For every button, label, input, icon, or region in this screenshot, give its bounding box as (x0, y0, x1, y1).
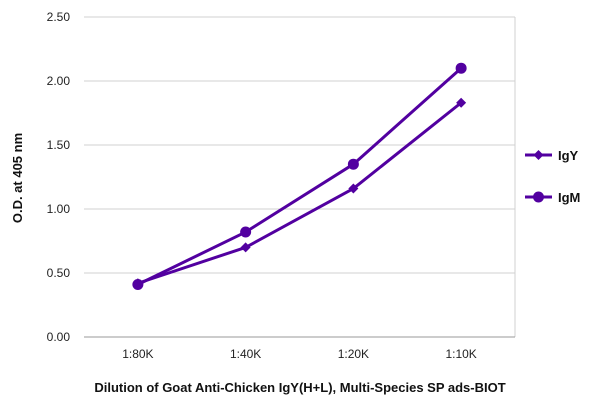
y-tick-label: 2.50 (47, 10, 71, 24)
x-tick-label: 1:10K (445, 347, 476, 361)
x-tick-label: 1:40K (230, 347, 261, 361)
legend-label-igm: IgM (558, 190, 580, 205)
y-tick-labels: 0.00 0.50 1.00 1.50 2.00 2.50 (47, 10, 71, 344)
series-line-igy (137, 101, 463, 285)
legend: IgY IgM (525, 148, 580, 205)
y-axis-title: O.D. at 405 nm (10, 133, 25, 223)
data-point-igy (240, 242, 251, 253)
data-point-igm (132, 279, 144, 291)
legend-item-igm: IgM (525, 190, 580, 205)
data-point-igy (348, 183, 359, 194)
data-point-igy (456, 97, 467, 108)
y-tick-label: 1.00 (47, 202, 71, 216)
x-tick-labels: 1:80K 1:40K 1:20K 1:10K (122, 347, 477, 361)
series-igy (132, 97, 467, 289)
x-axis-title: Dilution of Goat Anti-Chicken IgY(H+L), … (94, 380, 505, 395)
data-point-igm (347, 158, 359, 170)
y-tick-label: 1.50 (47, 138, 71, 152)
legend-item-igy: IgY (525, 148, 579, 163)
x-tick-label: 1:20K (338, 347, 369, 361)
series-igm (132, 62, 467, 291)
y-tick-label: 0.50 (47, 266, 71, 280)
x-tick-label: 1:80K (122, 347, 153, 361)
data-point-igm (455, 62, 467, 74)
y-tick-label: 0.00 (47, 330, 71, 344)
legend-marker-igm (533, 191, 544, 203)
data-point-igm (240, 226, 252, 238)
series-line-igm (137, 67, 463, 286)
gridlines (84, 16, 516, 338)
legend-label-igy: IgY (558, 148, 579, 163)
data-series (132, 62, 467, 291)
legend-marker-igy (533, 150, 544, 160)
y-tick-label: 2.00 (47, 74, 71, 88)
